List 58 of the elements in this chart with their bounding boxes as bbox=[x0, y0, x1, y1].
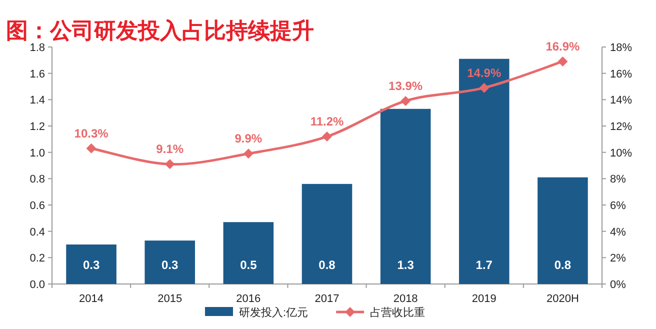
bar bbox=[144, 240, 195, 284]
y2-tick-label: 0% bbox=[610, 279, 626, 291]
bar bbox=[380, 108, 431, 284]
point bbox=[322, 132, 332, 142]
point bbox=[558, 56, 568, 66]
y-tick-label: 0.6 bbox=[30, 200, 45, 212]
data-label: 0.3 bbox=[162, 258, 179, 272]
y2-tick-label: 8% bbox=[610, 174, 626, 186]
data-label: 9.9% bbox=[234, 132, 262, 146]
data-label: 0.8 bbox=[318, 258, 336, 272]
y-tick-label: 0.2 bbox=[30, 252, 45, 265]
point bbox=[479, 82, 490, 93]
y2-tick-label: 6% bbox=[610, 200, 626, 212]
y-tick-label: 1.2 bbox=[30, 121, 45, 133]
y-tick-label: 0.8 bbox=[30, 174, 45, 186]
data-label: 16.9% bbox=[546, 39, 580, 54]
point bbox=[400, 96, 411, 106]
data-label: 0.5 bbox=[240, 258, 258, 272]
x-tick-label: 2015 bbox=[158, 293, 182, 305]
y-tick-label: 0.0 bbox=[30, 279, 45, 291]
y2-tick-label: 14% bbox=[610, 94, 632, 107]
y2-tick-label: 2% bbox=[610, 252, 626, 265]
point bbox=[243, 148, 254, 159]
x-tick-label: 2017 bbox=[314, 293, 340, 305]
point bbox=[164, 159, 175, 170]
y2-tick-label: 10% bbox=[610, 147, 632, 160]
data-label: 0.8 bbox=[554, 258, 572, 272]
chart-title: 图：公司研发投入占比持续提升 bbox=[6, 18, 314, 43]
data-label: 10.3% bbox=[74, 126, 109, 140]
y-tick-label: 1.8 bbox=[30, 42, 45, 54]
data-label: 1.7 bbox=[476, 258, 493, 272]
x-tick-label: 2016 bbox=[236, 293, 261, 305]
data-label: 1.3 bbox=[397, 258, 414, 272]
point bbox=[86, 143, 96, 154]
y-tick-label: 1.4 bbox=[30, 94, 45, 107]
bar bbox=[302, 184, 352, 284]
legend-label: 研发投入:亿元 bbox=[239, 306, 308, 319]
y-tick-label: 1.6 bbox=[30, 68, 45, 80]
bar bbox=[66, 244, 116, 284]
y2-tick-label: 4% bbox=[610, 226, 626, 238]
data-label: 0.3 bbox=[82, 258, 100, 272]
data-label: 11.2% bbox=[310, 114, 344, 129]
data-label: 9.1% bbox=[156, 142, 184, 156]
legend-label: 占营收比重 bbox=[370, 306, 426, 319]
bar bbox=[538, 177, 588, 284]
y2-tick-label: 12% bbox=[610, 121, 632, 133]
bar bbox=[223, 222, 274, 284]
x-tick-label: 2020H bbox=[546, 293, 579, 305]
y2-tick-label: 18% bbox=[610, 42, 632, 54]
data-label: 13.9% bbox=[388, 78, 423, 93]
data-label: 14.9% bbox=[467, 66, 502, 80]
y-tick-label: 1.0 bbox=[30, 147, 45, 160]
y2-tick-label: 16% bbox=[610, 68, 632, 80]
x-tick-label: 2014 bbox=[79, 293, 104, 305]
y-tick-label: 0.4 bbox=[30, 226, 45, 238]
x-tick-label: 2018 bbox=[393, 293, 418, 305]
bar bbox=[459, 58, 510, 284]
x-tick-label: 2019 bbox=[472, 293, 496, 305]
